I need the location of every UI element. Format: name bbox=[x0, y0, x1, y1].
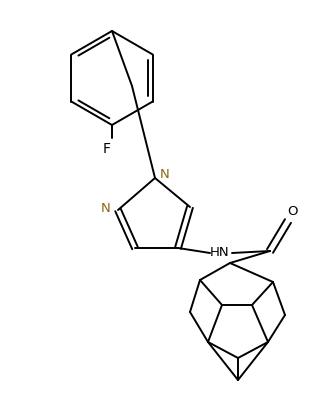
Text: N: N bbox=[160, 167, 170, 180]
Text: N: N bbox=[101, 201, 111, 214]
Text: O: O bbox=[288, 204, 298, 217]
Text: F: F bbox=[103, 142, 111, 156]
Text: HN: HN bbox=[210, 247, 230, 260]
